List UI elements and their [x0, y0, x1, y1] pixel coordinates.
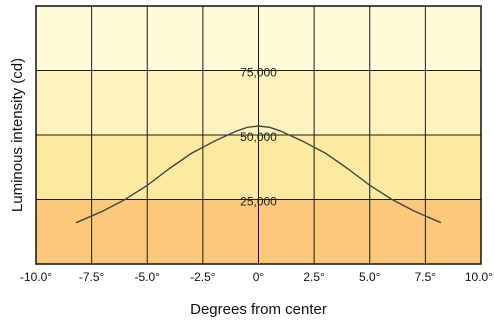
x-tick-label-5: 2.5°: [303, 270, 325, 284]
plot-frame: [35, 5, 482, 265]
x-tick-label-7: 7.5°: [415, 270, 437, 284]
y-tick-label-0: 25,000: [240, 195, 277, 209]
x-tick-label-8: 10.0°: [465, 270, 493, 284]
x-tick-label-4: 0°: [253, 270, 265, 284]
grid-lines: [36, 6, 481, 264]
x-tick-label-6: 5.0°: [359, 270, 381, 284]
y-tick-labels: 25,000 50,000 75,000: [240, 66, 277, 209]
x-tick-label-1: -7.5°: [79, 270, 105, 284]
x-tick-label-0: -10.0°: [20, 270, 52, 284]
x-axis-title: Degrees from center: [190, 301, 327, 318]
x-tick-labels: -10.0° -7.5° -5.0° -2.5° 0° 2.5° 5.0° 7.5° 10.0°: [20, 270, 493, 284]
y-tick-label-2: 75,000: [240, 66, 277, 80]
y-axis-title: Luminous intensity (cd): [9, 58, 26, 212]
x-tick-label-2: -5.0°: [135, 270, 161, 284]
y-tick-label-1: 50,000: [240, 130, 277, 144]
series-layer: [75, 125, 442, 224]
x-tick-label-3: -2.5°: [190, 270, 216, 284]
series-line-0: [75, 125, 442, 224]
